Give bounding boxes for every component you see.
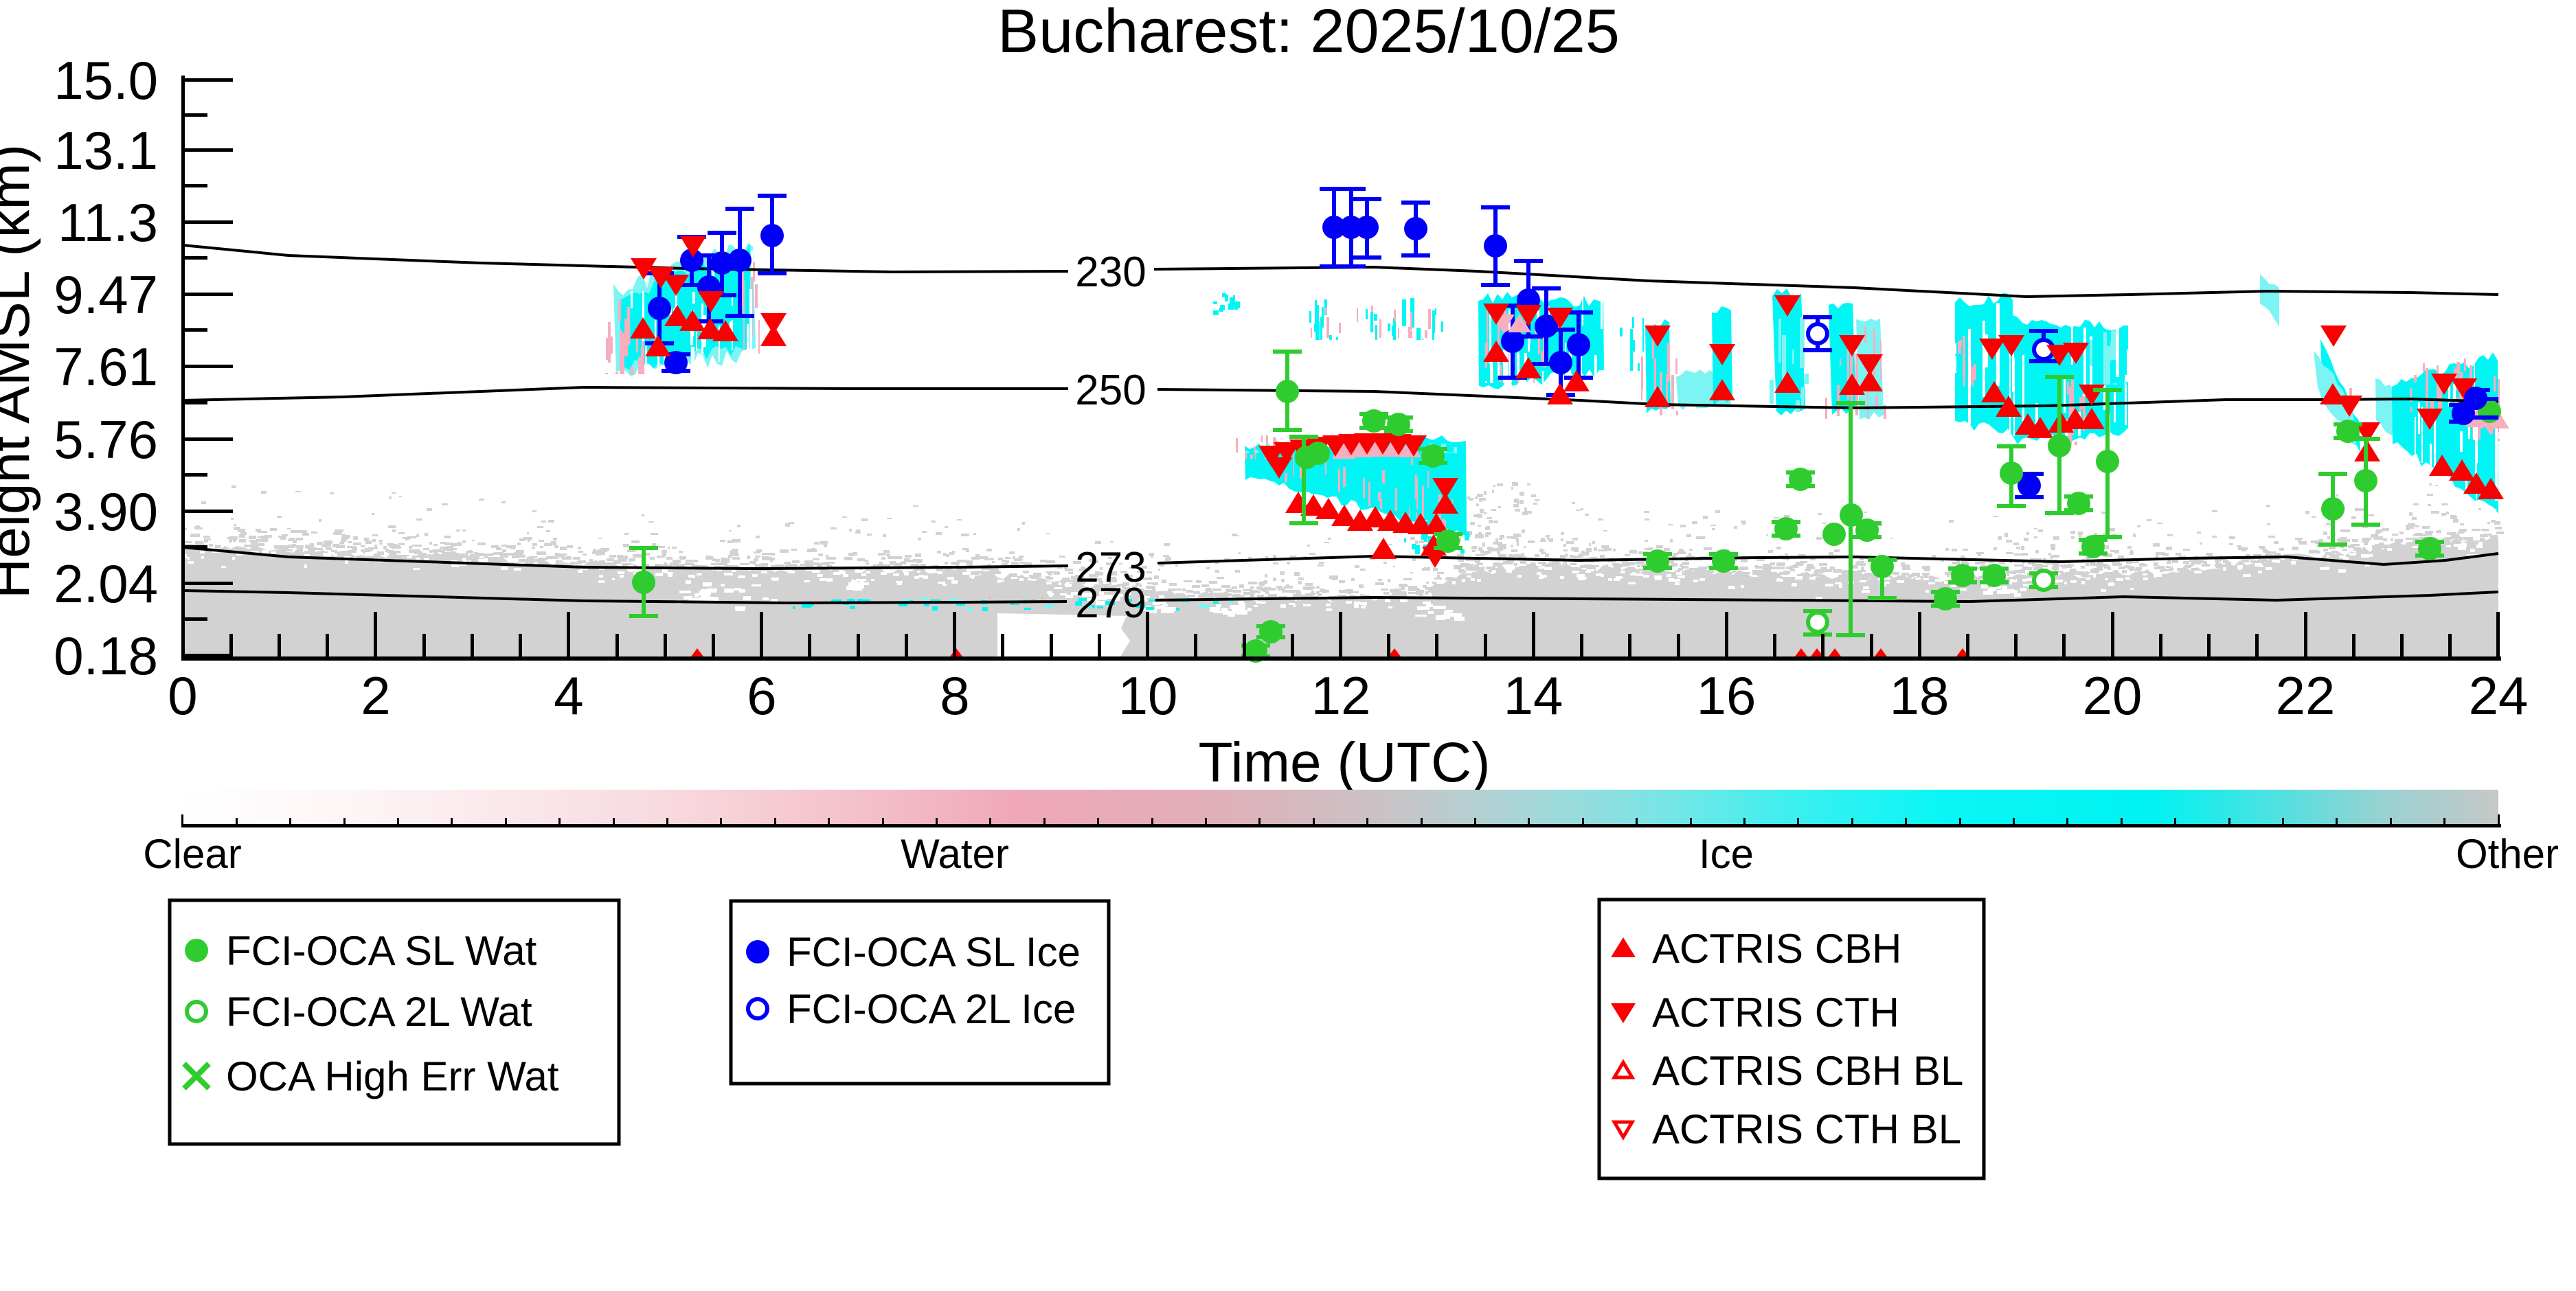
- svg-text:ACTRIS CBH BL: ACTRIS CBH BL: [1652, 1048, 1963, 1094]
- svg-text:FCI-OCA SL Ice: FCI-OCA SL Ice: [787, 929, 1081, 975]
- svg-text:0.18: 0.18: [54, 626, 158, 686]
- svg-text:Clear: Clear: [143, 831, 241, 877]
- svg-text:Time (UTC): Time (UTC): [1198, 731, 1490, 794]
- svg-text:Ice: Ice: [1699, 831, 1754, 877]
- svg-text:11.3: 11.3: [58, 192, 158, 253]
- svg-text:2: 2: [361, 665, 390, 726]
- svg-text:4: 4: [554, 665, 583, 726]
- svg-text:Height AMSL (km): Height AMSL (km): [0, 144, 41, 599]
- svg-text:8: 8: [940, 665, 969, 726]
- svg-text:16: 16: [1697, 665, 1756, 726]
- svg-text:3.90: 3.90: [54, 481, 158, 542]
- svg-text:273: 273: [1075, 544, 1146, 591]
- svg-text:ACTRIS CBH: ACTRIS CBH: [1652, 926, 1901, 972]
- svg-text:24: 24: [2469, 665, 2529, 726]
- svg-text:Other: Other: [2456, 831, 2559, 877]
- svg-text:7.61: 7.61: [54, 336, 158, 397]
- svg-text:ACTRIS CTH BL: ACTRIS CTH BL: [1652, 1106, 1961, 1152]
- svg-text:279: 279: [1075, 580, 1146, 627]
- svg-text:FCI-OCA SL Wat: FCI-OCA SL Wat: [226, 928, 537, 974]
- svg-text:9.47: 9.47: [54, 264, 158, 325]
- svg-text:13.1: 13.1: [54, 120, 158, 181]
- svg-text:15.0: 15.0: [54, 50, 158, 111]
- svg-text:14: 14: [1504, 665, 1563, 726]
- svg-text:2.04: 2.04: [54, 553, 158, 614]
- svg-text:5.76: 5.76: [54, 409, 158, 470]
- svg-text:18: 18: [1890, 665, 1950, 726]
- svg-text:Water: Water: [901, 831, 1009, 877]
- svg-text:230: 230: [1075, 249, 1146, 296]
- svg-text:22: 22: [2276, 665, 2336, 726]
- svg-text:250: 250: [1075, 367, 1146, 414]
- svg-text:FCI-OCA 2L Wat: FCI-OCA 2L Wat: [226, 989, 532, 1035]
- svg-text:FCI-OCA 2L Ice: FCI-OCA 2L Ice: [787, 986, 1076, 1032]
- svg-text:Bucharest: 2025/10/25: Bucharest: 2025/10/25: [997, 0, 1620, 66]
- svg-text:0: 0: [168, 665, 197, 726]
- svg-text:20: 20: [2083, 665, 2143, 726]
- svg-text:OCA High Err Wat: OCA High Err Wat: [226, 1053, 559, 1099]
- svg-text:12: 12: [1311, 665, 1371, 726]
- svg-text:6: 6: [747, 665, 776, 726]
- svg-text:10: 10: [1118, 665, 1178, 726]
- svg-text:ACTRIS CTH: ACTRIS CTH: [1652, 990, 1899, 1036]
